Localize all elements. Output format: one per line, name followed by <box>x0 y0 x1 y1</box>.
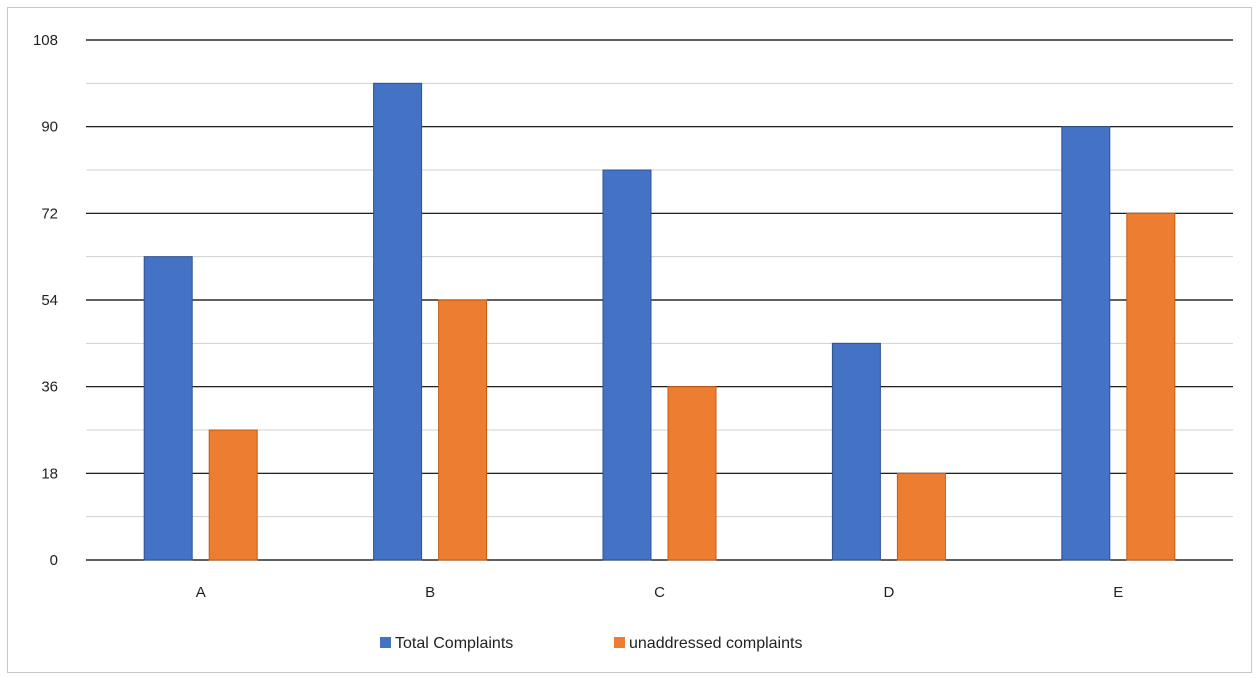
x-tick-label: C <box>654 584 665 601</box>
x-tick-label: A <box>196 584 206 601</box>
y-tick-label: 108 <box>33 32 58 49</box>
x-tick-label: E <box>1113 584 1123 601</box>
legend-swatch-unaddressed <box>614 637 625 648</box>
gridlines <box>86 39 1233 561</box>
y-tick-label: 54 <box>41 292 58 309</box>
bar-unaddressed-b <box>438 299 488 561</box>
legend-label-total: Total Complaints <box>395 635 513 652</box>
bars <box>143 82 1176 561</box>
legend: Total Complaints unaddressed complaints <box>380 635 802 652</box>
x-tick-label: D <box>883 584 894 601</box>
x-tick-label: B <box>425 584 435 601</box>
y-tick-label: 72 <box>41 205 58 222</box>
bar-total-c <box>602 169 652 561</box>
x-axis-ticks: A B C D E <box>196 584 1124 601</box>
y-tick-label: 18 <box>41 465 58 482</box>
bar-unaddressed-e <box>1126 212 1176 561</box>
bar-total-b <box>373 82 423 561</box>
y-tick-label: 90 <box>41 119 58 136</box>
legend-swatch-total <box>380 637 391 648</box>
bar-total-d <box>831 342 881 561</box>
y-tick-label: 36 <box>41 379 58 396</box>
y-tick-label: 0 <box>50 552 58 569</box>
bar-unaddressed-c <box>667 386 717 561</box>
bar-total-e <box>1061 126 1111 561</box>
legend-label-unaddressed: unaddressed complaints <box>629 635 802 652</box>
bar-total-a <box>143 256 193 561</box>
bar-unaddressed-d <box>896 472 946 561</box>
y-axis-ticks: 0 18 36 54 72 90 108 <box>33 32 58 569</box>
bar-unaddressed-a <box>208 429 258 561</box>
